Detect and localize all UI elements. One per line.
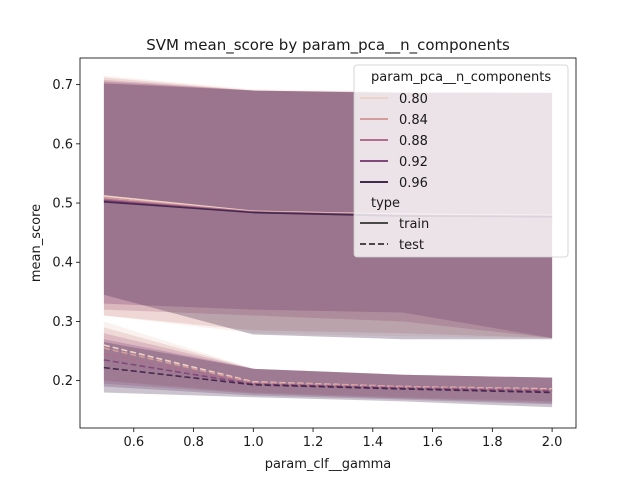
legend-hue-label: 0.92	[399, 155, 428, 170]
plot-frame	[79, 57, 577, 429]
ci-band-test-0.84	[103, 327, 553, 402]
y-tick-label: 0.7	[52, 78, 73, 93]
legend-hue-title: param_pca__n_components	[371, 70, 551, 85]
legend-style-title: type	[371, 196, 400, 211]
series-line-test-0.96	[103, 366, 553, 394]
x-tick-label: 1.0	[243, 435, 264, 450]
y-tick-label: 0.5	[52, 197, 73, 212]
x-tick-label: 0.6	[123, 435, 144, 450]
x-tick-label: 1.6	[422, 435, 443, 450]
legend: param_pca__n_components 0.80 0.84 0.88 0.92…	[353, 64, 569, 258]
ci-band-test-0.96	[103, 342, 553, 408]
legend-hue-label: 0.84	[399, 113, 428, 128]
legend-hue-entries: 0.80 0.84 0.88 0.92 0.96	[360, 92, 428, 191]
y-tick-label: 0.6	[52, 137, 73, 152]
x-tick-label: 0.8	[183, 435, 204, 450]
y-axis-ticks: 0.2 0.3 0.4 0.5 0.6 0.7	[52, 78, 80, 389]
legend-style-label: train	[399, 217, 429, 232]
legend-hue-label: 0.80	[399, 92, 428, 107]
chart-title: SVM mean_score by param_pca__n_component…	[146, 36, 510, 55]
x-tick-label: 1.8	[482, 435, 503, 450]
legend-style-entries: train test	[360, 217, 429, 253]
ci-band-test-0.92	[103, 339, 553, 405]
series-line-test-0.84	[103, 347, 553, 391]
y-axis-label: mean_score	[29, 204, 44, 282]
y-tick-label: 0.2	[52, 374, 73, 389]
legend-style-label: test	[399, 238, 424, 253]
x-axis-ticks: 0.6 0.8 1.0 1.2 1.4 1.6 1.8 2.0	[123, 428, 562, 450]
x-tick-label: 2.0	[542, 435, 563, 450]
y-tick-label: 0.3	[52, 315, 73, 330]
y-tick-label: 0.4	[52, 256, 73, 271]
legend-hue-label: 0.88	[399, 134, 428, 149]
x-tick-label: 1.2	[303, 435, 324, 450]
x-tick-label: 1.4	[362, 435, 383, 450]
ci-band-test-0.80	[103, 321, 553, 402]
legend-hue-label: 0.96	[399, 176, 428, 191]
legend-box	[353, 64, 569, 258]
ci-band-test-0.88	[103, 333, 553, 404]
x-axis-label: param_clf__gamma	[265, 457, 392, 472]
